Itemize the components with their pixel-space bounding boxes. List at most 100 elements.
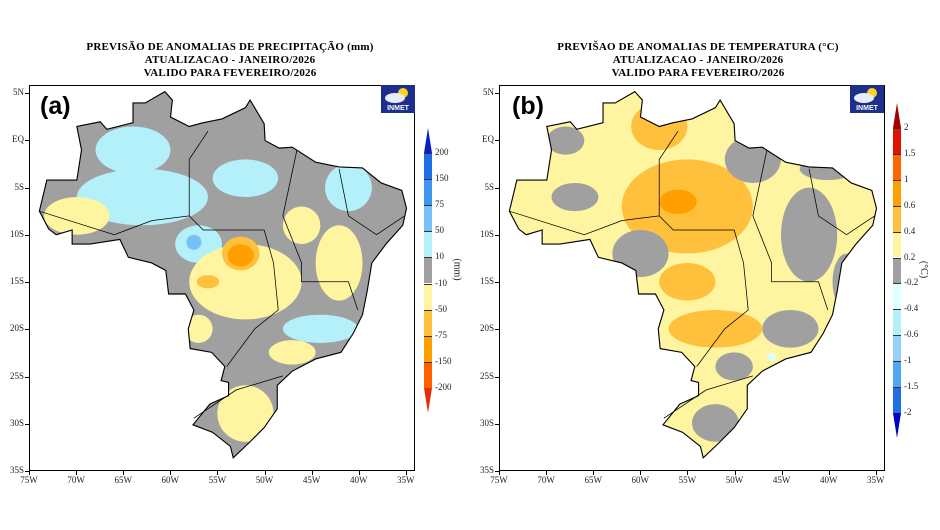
colorbar-label: 150 <box>435 173 449 184</box>
lon-tick <box>76 471 78 475</box>
lat-tick <box>495 471 499 472</box>
lon-label: 55W <box>208 475 227 485</box>
lon-label: 75W <box>490 475 508 485</box>
colorbar-arrow-bottom <box>893 412 901 438</box>
lon-tick <box>405 471 407 475</box>
panel-label-b: (b) <box>512 92 544 120</box>
colorbar-label: -0.4 <box>904 303 919 314</box>
lon-tick <box>593 471 595 475</box>
lon-tick <box>499 471 500 475</box>
colorbar-segment <box>424 205 432 232</box>
lon-label: 70W <box>67 475 85 485</box>
colorbar-segment <box>893 335 901 362</box>
lon-tick <box>358 471 360 475</box>
colorbar-segment <box>424 179 432 206</box>
lat-label: 10S <box>479 228 494 239</box>
lat-tick <box>495 93 499 94</box>
lat-tick <box>495 234 499 236</box>
lat-label: 5S <box>484 181 494 192</box>
lon-tick <box>687 471 689 475</box>
colorbar-segment <box>893 231 901 258</box>
lat-tick <box>25 376 29 378</box>
title-line: VALIDO PARA FEVEREIRO/2026 <box>611 67 785 79</box>
lon-label: 50W <box>725 475 744 485</box>
inmet-logo: INMET <box>850 85 884 113</box>
colorbar-arrow-top <box>893 103 901 128</box>
colorbar-label: -0.2 <box>904 277 919 288</box>
lon-label: 50W <box>255 475 274 485</box>
state-borders <box>509 130 875 419</box>
lon-label: 70W <box>537 475 555 485</box>
colorbar-segment <box>424 153 432 180</box>
temperature-map <box>499 85 885 471</box>
lat-tick <box>495 140 499 142</box>
lon-label: 65W <box>114 475 132 485</box>
precipitation-fields <box>39 91 407 458</box>
lat-tick <box>495 282 499 283</box>
lat-label: 35S <box>479 465 494 475</box>
title-line: PREVIŠAO DE ANOMALIAS DE TEMPERATURA (°C… <box>557 41 839 53</box>
colorbar-segment <box>893 257 901 284</box>
colorbar-segment <box>424 257 432 284</box>
lat-label: 30S <box>9 417 24 428</box>
lon-tick <box>640 471 642 475</box>
colorbar-segment <box>424 283 432 310</box>
lat-tick <box>495 329 499 331</box>
lon-label: 75W <box>20 475 38 485</box>
colorbar-label: 200 <box>435 147 449 157</box>
lat-label: 25S <box>479 370 494 381</box>
colorbar-label: -2 <box>904 406 912 417</box>
colorbar-label: 50 <box>435 225 444 236</box>
lat-label: EQ <box>12 134 24 145</box>
cloud-sun-icon <box>854 88 877 103</box>
lon-label: 65W <box>584 475 602 485</box>
lon-label: 60W <box>631 475 650 485</box>
colorbar-label: -200 <box>435 381 452 392</box>
lon-label: 55W <box>678 475 697 485</box>
colorbar-segment <box>893 128 901 154</box>
lon-tick <box>217 471 219 475</box>
colorbar-label: 2 <box>904 122 909 132</box>
colorbar-label: -75 <box>435 329 447 340</box>
lat-tick <box>25 471 29 472</box>
title-line: PREVISÃO DE ANOMALIAS DE PRECIPITAÇÃO (m… <box>86 41 374 53</box>
colorbar-unit: (°C) <box>918 261 930 279</box>
lat-tick <box>495 423 499 425</box>
lat-tick <box>25 140 29 142</box>
lon-label: 35W <box>867 475 885 485</box>
cloud-sun-icon <box>385 88 408 103</box>
colorbar-segment <box>893 361 901 387</box>
colorbar-label: -50 <box>435 303 447 314</box>
colorbar-label: -150 <box>435 355 452 366</box>
lat-label: 20S <box>479 323 494 334</box>
colorbar-label: 1.5 <box>904 147 916 158</box>
lat-tick <box>25 187 29 189</box>
colorbar-arrow-top <box>424 128 432 153</box>
lat-label: 35S <box>9 465 24 475</box>
lat-label: EQ <box>482 134 494 145</box>
colorbar-label: 10 <box>435 251 444 262</box>
lat-tick <box>25 93 29 94</box>
lat-label: 15S <box>479 276 494 286</box>
temperature-fields <box>509 91 877 458</box>
logo-text: INMET <box>856 105 878 112</box>
colorbar-segment <box>893 283 901 310</box>
lon-tick <box>875 471 877 475</box>
colorbar-segment <box>424 309 432 336</box>
colorbar-label: 1 <box>904 173 909 184</box>
lat-label: 25S <box>9 370 24 381</box>
lon-label: 35W <box>397 475 415 485</box>
title-line: ATUALIZACAO - JANEIRO/2026 <box>612 54 784 66</box>
title-line: ATUALIZACAO - JANEIRO/2026 <box>144 54 316 66</box>
lon-tick <box>123 471 125 475</box>
colorbar-label: -1 <box>904 355 912 366</box>
lat-tick <box>25 423 29 425</box>
temperature-map-svg <box>500 86 884 470</box>
lon-label: 40W <box>349 475 368 485</box>
lon-tick <box>29 471 30 475</box>
lat-tick <box>495 376 499 378</box>
title-temperature: PREVIŠAO DE ANOMALIAS DE TEMPERATURA (°C… <box>508 41 888 80</box>
lon-tick <box>170 471 172 475</box>
colorbar-segment <box>424 335 432 362</box>
